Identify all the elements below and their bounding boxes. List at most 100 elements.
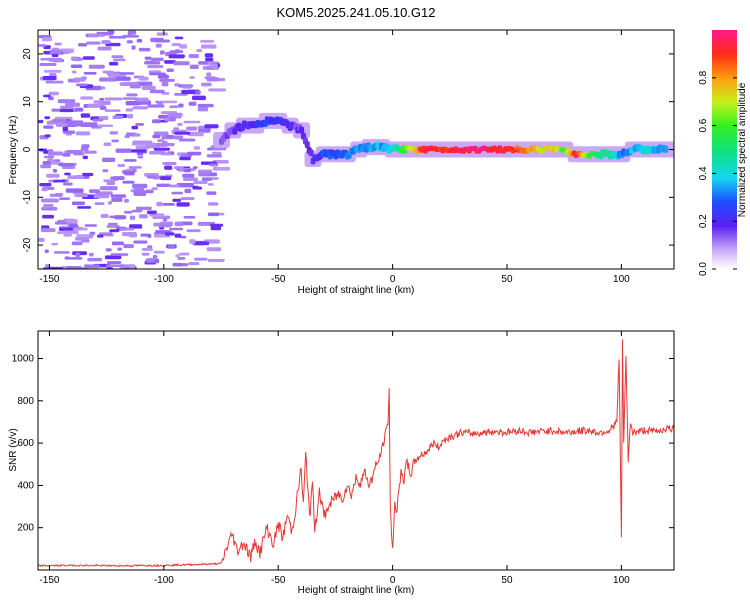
- spectrogram-noise-speck: [109, 229, 120, 233]
- snr-xtick-label: 0: [390, 575, 396, 586]
- spectrogram-noise-speck: [44, 249, 49, 254]
- spectrogram-noise-speck: [146, 258, 155, 262]
- spectrogram-noise-speck: [179, 252, 190, 256]
- spectrogram-noise-speck: [178, 138, 196, 142]
- spectrogram-noise-speck: [153, 131, 169, 136]
- spectrogram-noise-speck: [81, 144, 90, 148]
- spectrogram-noise-speck: [69, 223, 78, 228]
- spectrogram-noise-speck: [114, 215, 127, 220]
- spectrogram-noise-speck: [157, 101, 163, 106]
- spectrogram-noise-speck: [129, 224, 143, 229]
- spectrogram-noise-speck: [136, 152, 144, 156]
- spectrogram-noise-speck: [62, 230, 79, 234]
- spectrogram-noise-speck: [126, 40, 133, 44]
- spectrogram-noise-speck: [209, 63, 218, 68]
- spectrogram-noise-speck: [147, 64, 164, 69]
- spectrogram-noise-speck: [156, 183, 171, 188]
- spectrogram-noise-speck: [102, 169, 109, 173]
- spectrogram-noise-speck: [197, 169, 212, 173]
- spectrogram-noise-speck: [148, 72, 166, 76]
- spectrogram-noise-speck: [89, 189, 100, 194]
- spectrogram-noise-speck: [83, 150, 97, 154]
- spectrogram-noise-speck: [73, 77, 86, 82]
- spectrogram-noise-speck: [62, 126, 69, 132]
- snr-xtick-label: -150: [39, 575, 59, 586]
- spectrogram-noise-speck: [130, 189, 135, 193]
- spectrogram-noise-speck: [188, 101, 197, 106]
- spectrogram-noise-speck: [66, 219, 78, 224]
- spectrogram-noise-speck: [156, 32, 168, 36]
- spectrogram-noise-speck: [187, 262, 200, 266]
- spectrogram-noise-speck: [173, 61, 190, 66]
- spectrogram-noise-speck: [52, 118, 67, 123]
- spectrogram-noise-speck: [43, 94, 51, 98]
- spectrogram-noise-speck: [82, 155, 88, 160]
- spectrogram-noise-speck: [133, 133, 141, 137]
- spectrogram-noise-speck: [99, 186, 118, 191]
- spectrogram-noise-speck: [53, 159, 61, 162]
- spectrogram-noise-speck: [101, 40, 111, 45]
- snr-x-axis: -150 -100 -50 0 50 100: [39, 331, 630, 586]
- spectrogram-noise-speck: [72, 227, 88, 231]
- spectrogram-noise-speck: [133, 240, 148, 244]
- spectrogram-noise-speck: [198, 61, 210, 65]
- spectrogram-noise-speck: [66, 120, 84, 125]
- spectrogram-noise-speck: [193, 180, 208, 185]
- spectrogram-noise-speck: [108, 201, 113, 205]
- spectrogram-noise-speck: [75, 236, 90, 241]
- spectrogram-noise-speck: [207, 202, 219, 206]
- spectrogram-noise-speck: [107, 30, 115, 34]
- spectrogram-noise-speck: [148, 70, 162, 73]
- spectrogram-noise-speck: [47, 149, 54, 152]
- chart-title: KOM5.2025.241.05.10.G12: [276, 5, 435, 20]
- spectrogram-noise-speck: [147, 175, 156, 179]
- spectrogram-noise-speck: [111, 197, 123, 202]
- spectrogram-noise-speck: [39, 183, 52, 187]
- snr-ytick-label: 800: [17, 396, 34, 407]
- spectrogram-noise-speck: [144, 61, 161, 65]
- spectrogram-noise-speck: [209, 163, 219, 167]
- spectrogram-noise-speck: [48, 96, 54, 101]
- spectrogram-noise-speck: [110, 194, 127, 198]
- spectrogram-noise-speck: [125, 101, 141, 106]
- spectrogram-noise-speck: [40, 228, 56, 233]
- spectrogram-noise-speck: [62, 130, 76, 134]
- spectrogram-noise-speck: [193, 146, 201, 150]
- spectrogram-noise-speck: [183, 120, 201, 124]
- spectrogram-noise-speck: [139, 214, 148, 219]
- spectrogram-noise-speck: [76, 83, 88, 87]
- spectrogram-noise-speck: [102, 157, 116, 163]
- spectrogram-noise-speck: [189, 76, 195, 79]
- spectrogram-xtick-label: -150: [39, 274, 59, 285]
- spectrogram-ytick-label: 0: [22, 146, 33, 152]
- spectrogram-noise-speck: [179, 156, 191, 161]
- spectrogram-noise-speck: [43, 69, 62, 73]
- spectrogram-noise-speck: [78, 43, 88, 47]
- spectrogram-noise-speck: [131, 125, 139, 130]
- spectrogram-noise-speck: [82, 56, 95, 60]
- spectrogram-noise-speck: [205, 57, 214, 62]
- spectrogram-noise-speck: [128, 233, 138, 238]
- spectrogram-noise-speck: [198, 172, 210, 177]
- spectrogram-noise-speck: [112, 58, 126, 62]
- spectrogram-noise-speck: [144, 56, 152, 60]
- spectrogram-noise-speck: [77, 206, 92, 209]
- spectrogram-noise-speck: [51, 54, 59, 57]
- spectrogram-noise-speck: [38, 237, 45, 242]
- spectrogram-noise-speck: [188, 131, 204, 137]
- spectrogram-noise-speck: [87, 257, 102, 262]
- spectrogram-noise-speck: [174, 233, 182, 238]
- spectrogram-noise-speck: [56, 231, 63, 235]
- spectrogram-noise-speck: [64, 172, 71, 176]
- spectrogram-noise-speck: [58, 197, 71, 201]
- spectrogram-noise-speck: [58, 227, 75, 231]
- spectrogram-noise-speck: [111, 139, 119, 143]
- spectrogram-noise-speck: [83, 72, 97, 75]
- colorbar-tick-label: 0.4: [698, 166, 709, 180]
- spectrogram-xtick-label: 0: [390, 274, 396, 285]
- snr-ylabel: SNR (v/v): [8, 428, 19, 471]
- spectrogram-noise-speck: [41, 198, 59, 203]
- spectrogram-noise-speck: [109, 61, 119, 66]
- spectrogram-noise-speck: [151, 187, 158, 191]
- spectrogram-noise-speck: [206, 191, 217, 195]
